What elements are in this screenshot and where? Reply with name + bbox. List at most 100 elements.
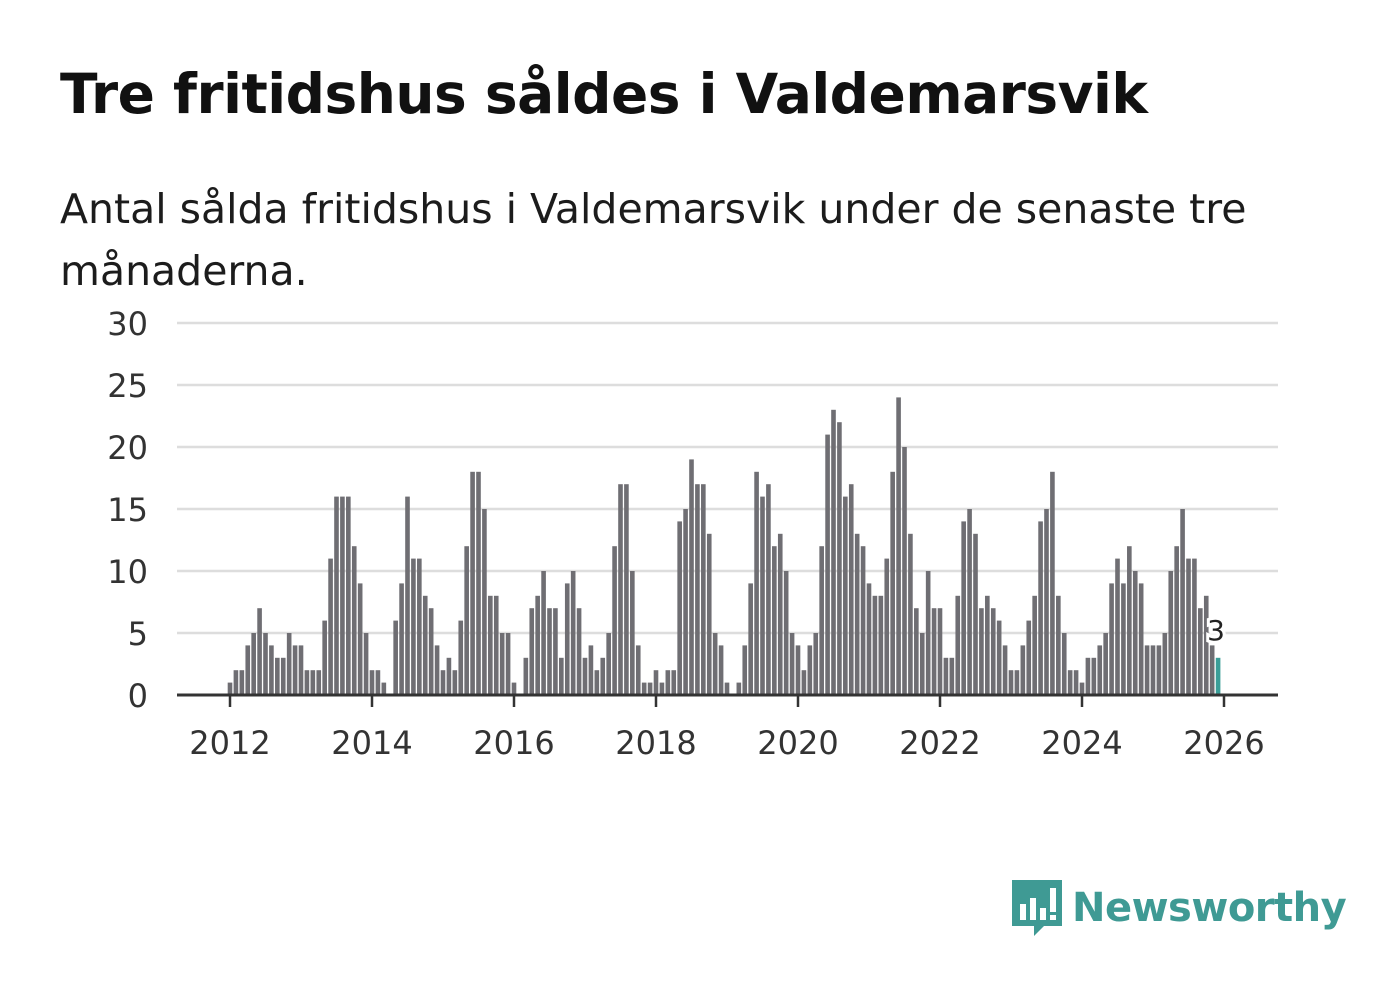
bar <box>606 633 611 695</box>
bar <box>777 533 783 695</box>
x-tick-label: 2020 <box>757 724 838 762</box>
bar <box>1103 633 1108 695</box>
bar <box>328 558 333 695</box>
bar <box>535 595 540 695</box>
bar <box>233 670 239 695</box>
bar <box>1067 670 1073 695</box>
bar <box>280 657 286 695</box>
bar <box>783 571 789 695</box>
bar <box>1162 633 1168 695</box>
bar <box>511 682 517 695</box>
bar <box>594 670 600 695</box>
bar <box>1127 546 1132 695</box>
bar <box>860 546 866 695</box>
bar <box>564 583 570 695</box>
bar <box>523 657 529 695</box>
bar <box>263 633 268 695</box>
axes <box>177 693 1278 707</box>
bar <box>961 521 966 695</box>
bar <box>269 645 274 695</box>
bar <box>1192 558 1197 695</box>
bar <box>754 471 759 695</box>
bar <box>440 670 446 695</box>
bar <box>434 645 440 695</box>
bar <box>914 608 919 695</box>
x-tick-label: 2018 <box>615 724 696 762</box>
bar <box>1132 571 1138 695</box>
bar-chart-speech-bubble-icon <box>1012 880 1062 936</box>
bar <box>417 558 422 695</box>
bar <box>1032 595 1037 695</box>
y-tick-label: 0 <box>128 677 148 715</box>
bar <box>843 496 848 695</box>
bar <box>772 546 777 695</box>
chart-title: Tre fritidshus såldes i Valdemarsvik <box>60 62 1148 126</box>
y-tick-label: 20 <box>107 429 148 467</box>
bar <box>570 571 576 695</box>
bar <box>1138 583 1144 695</box>
bar <box>990 608 996 695</box>
x-tick-label: 2026 <box>1183 724 1264 762</box>
bar <box>310 670 316 695</box>
bar <box>949 657 955 695</box>
bar <box>612 546 617 695</box>
bar <box>979 608 984 695</box>
bar <box>375 670 381 695</box>
bar <box>322 620 327 695</box>
bar <box>1002 645 1008 695</box>
bar <box>493 595 499 695</box>
bar <box>559 657 564 695</box>
bar <box>665 670 671 695</box>
bar <box>712 633 718 695</box>
bar <box>357 583 363 695</box>
y-tick-label: 15 <box>107 491 148 529</box>
bar <box>582 657 588 695</box>
bar <box>422 595 428 695</box>
bar <box>1186 558 1191 695</box>
bar <box>399 583 404 695</box>
bar <box>931 608 937 695</box>
bar <box>505 633 511 695</box>
bar <box>351 546 357 695</box>
bar <box>848 484 854 695</box>
y-tick-label: 30 <box>107 305 148 343</box>
bar <box>1115 558 1120 695</box>
bar <box>819 546 824 695</box>
bar <box>706 533 712 695</box>
bar <box>878 595 884 695</box>
bar <box>245 645 251 695</box>
bar <box>825 434 830 695</box>
x-tick-label: 2016 <box>473 724 554 762</box>
bar <box>884 558 890 695</box>
logo-text: Newsworthy <box>1072 885 1347 931</box>
bar <box>1121 583 1126 695</box>
bar <box>600 657 606 695</box>
bar <box>588 645 594 695</box>
bar <box>1014 670 1020 695</box>
bar <box>452 670 458 695</box>
bar <box>801 670 807 695</box>
bar <box>464 546 469 695</box>
bar <box>1026 620 1032 695</box>
bar <box>748 583 753 695</box>
bar <box>647 682 653 695</box>
bar <box>1174 546 1179 695</box>
bar <box>227 682 233 695</box>
bar <box>795 645 801 695</box>
x-tick-label: 2024 <box>1041 724 1122 762</box>
bar <box>760 496 765 695</box>
bar <box>1073 670 1079 695</box>
bar <box>239 670 245 695</box>
bar <box>1061 633 1067 695</box>
bar <box>937 608 943 695</box>
bar <box>831 409 836 695</box>
bar <box>576 608 582 695</box>
bar <box>1198 608 1203 695</box>
bar <box>985 595 990 695</box>
bar <box>943 657 949 695</box>
bar <box>405 496 410 695</box>
bar <box>724 682 730 695</box>
bar <box>446 657 452 695</box>
bar <box>482 509 487 695</box>
